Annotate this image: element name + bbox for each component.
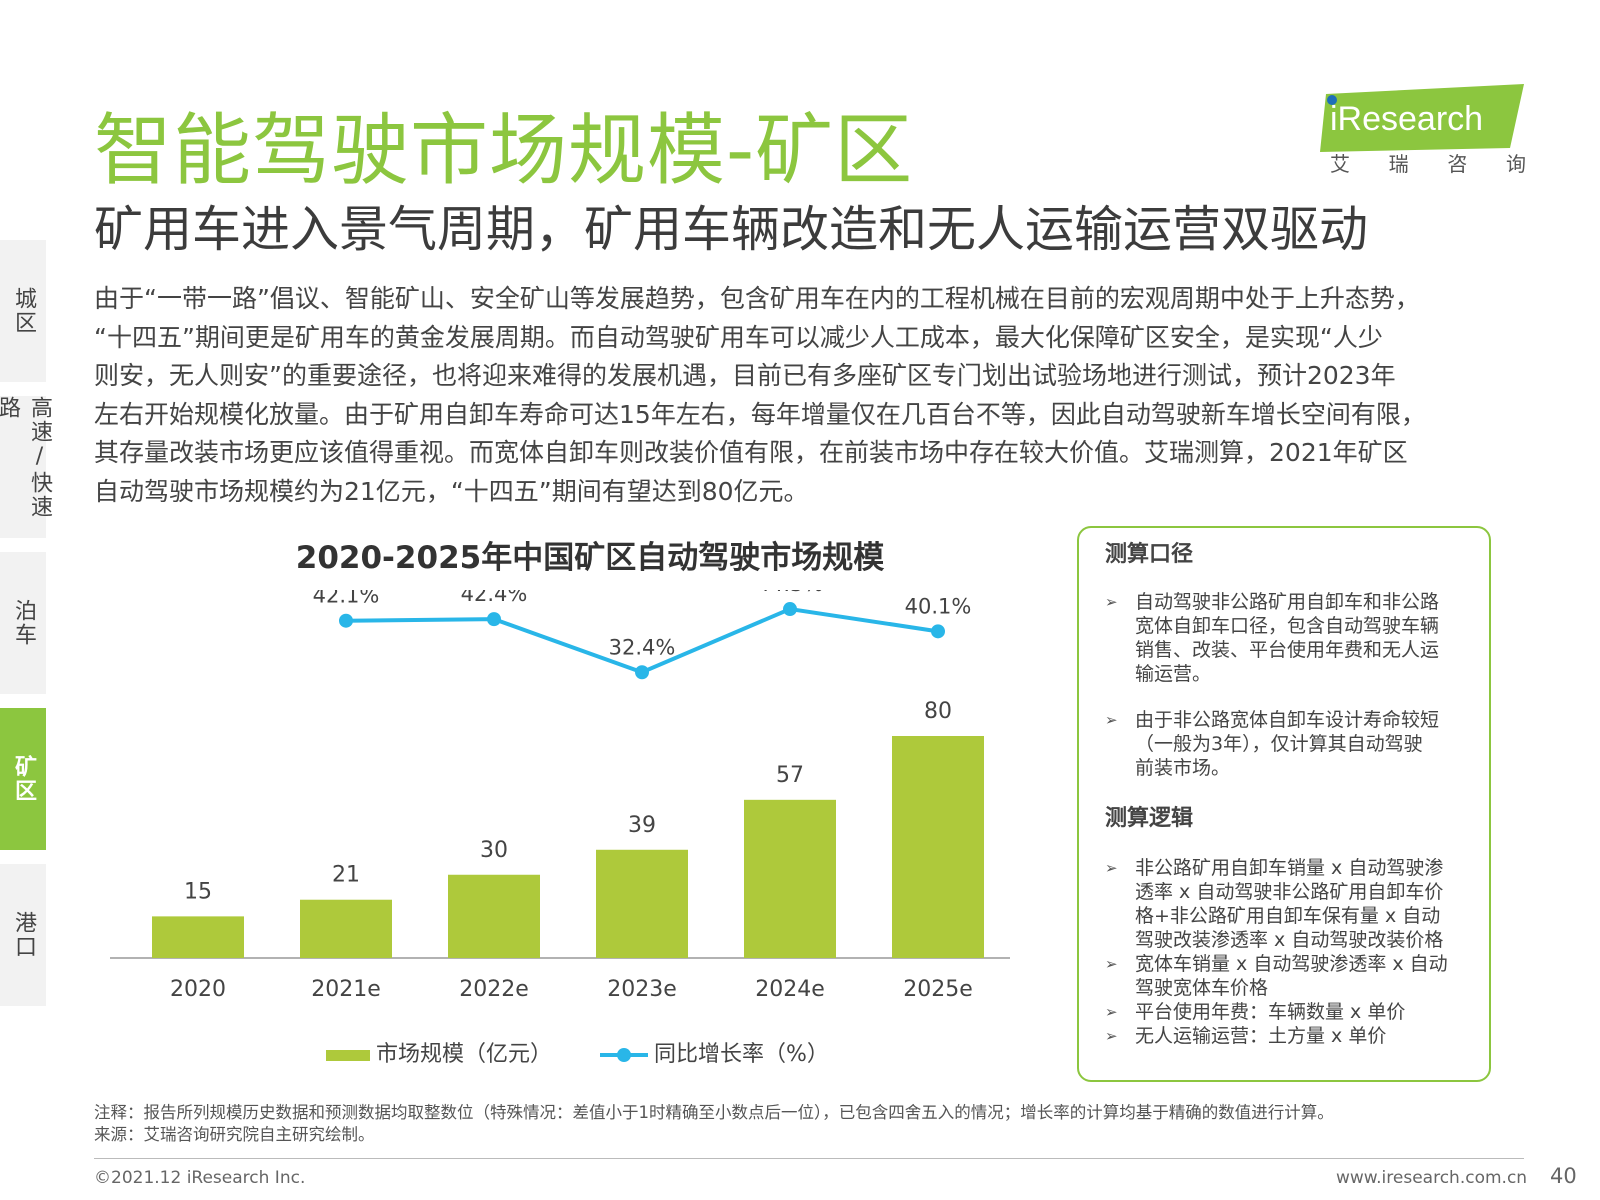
growth-label: 42.4% <box>461 590 528 606</box>
sidebar-item-urban[interactable]: 城区 <box>0 240 46 382</box>
legend-bar-swatch <box>326 1049 370 1061</box>
sidebar-item-highway[interactable]: 高速/快速路 <box>0 396 52 538</box>
iresearch-logo: iResearch 艾 瑞 咨 询 <box>1318 82 1526 182</box>
bar-value-label: 15 <box>184 879 212 904</box>
growth-label: 40.1% <box>905 594 972 618</box>
bar-value-label: 57 <box>776 763 804 788</box>
logic-item: 平台使用年费：车辆数量 x 单价 <box>1105 1000 1475 1024</box>
bar-value-label: 30 <box>480 838 508 863</box>
x-tick-label: 2025e <box>903 977 973 1002</box>
logo-text: iResearch <box>1330 100 1483 138</box>
scope-item: 由于非公路宽体自卸车设计寿命较短（一般为3年），仅计算其自动驾驶 前装市场。 <box>1105 708 1475 780</box>
x-tick-label: 2021e <box>311 977 381 1002</box>
scope-title: 测算口径 <box>1105 542 1194 567</box>
growth-label: 44.3% <box>757 590 824 596</box>
growth-point <box>487 612 501 627</box>
bar <box>596 849 688 958</box>
source-text: 来源：艾瑞咨询研究院自主研究绘制。 <box>94 1125 375 1144</box>
market-size-chart: 15 2020 21 2021e 30 2022e 39 2023e 57 2024e 80 2025… <box>110 590 1010 1002</box>
legend-line-swatch <box>600 1048 648 1062</box>
logo-badge-icon: iResearch <box>1320 84 1524 152</box>
page-subtitle: 矿用车进入景气周期，矿用车辆改造和无人运输运营双驱动 <box>94 201 1369 258</box>
page-number: 40 <box>1550 1164 1577 1188</box>
x-tick-label: 2022e <box>459 977 529 1002</box>
sidebar-item-mining[interactable]: 矿区 <box>0 708 46 850</box>
growth-point <box>635 665 649 680</box>
bar <box>300 899 392 958</box>
x-tick-label: 2020 <box>170 977 226 1002</box>
page-title: 智能驾驶市场规模-矿区 <box>94 106 914 196</box>
bar-value-label: 21 <box>332 863 360 888</box>
sidebar-item-port[interactable]: 港口 <box>0 864 46 1006</box>
logo-cn: 艾 瑞 咨 询 <box>1330 152 1526 176</box>
notes: 注释：报告所列规模历史数据和预测数据均取整数位（特殊情况：差值小于1时精确至小数… <box>94 1102 1334 1146</box>
logic-list: 非公路矿用自卸车销量 x 自动驾驶渗透率 x 自动驾驶非公路矿用自卸车价 格+非… <box>1105 856 1475 1048</box>
sidebar-item-parking[interactable]: 泊车 <box>0 552 46 694</box>
legend-bar: 市场规模（亿元） <box>326 1036 552 1068</box>
logic-title: 测算逻辑 <box>1105 806 1194 831</box>
legend-line: 同比增长率（%） <box>600 1036 829 1068</box>
growth-label: 42.1% <box>313 590 380 608</box>
bar-value-label: 80 <box>924 699 952 724</box>
x-tick-label: 2024e <box>755 977 825 1002</box>
intro-paragraph: 由于“一带一路”倡议、智能矿山、安全矿山等发展趋势，包含矿用车在内的工程机械在目… <box>94 284 1426 506</box>
x-tick-label: 2023e <box>607 977 677 1002</box>
bar <box>152 916 244 958</box>
website-link[interactable]: www.iresearch.com.cn <box>1336 1168 1528 1188</box>
bar <box>892 736 984 958</box>
growth-point <box>339 613 353 628</box>
note-text: 注释：报告所列规模历史数据和预测数据均取整数位（特殊情况：差值小于1时精确至小数… <box>94 1103 1334 1122</box>
growth-label: 32.4% <box>609 635 676 659</box>
chart-title: 2020-2025年中国矿区自动驾驶市场规模 <box>295 540 885 576</box>
growth-point <box>783 602 797 617</box>
bar-value-label: 39 <box>628 813 656 838</box>
logic-item: 非公路矿用自卸车销量 x 自动驾驶渗透率 x 自动驾驶非公路矿用自卸车价 格+非… <box>1105 856 1475 952</box>
copyright: ©2021.12 iResearch Inc. <box>94 1168 306 1188</box>
logic-item: 无人运输运营：土方量 x 单价 <box>1105 1024 1475 1048</box>
bar <box>448 874 540 958</box>
bar <box>744 799 836 958</box>
footer-divider <box>94 1158 1524 1159</box>
growth-point <box>931 624 945 639</box>
